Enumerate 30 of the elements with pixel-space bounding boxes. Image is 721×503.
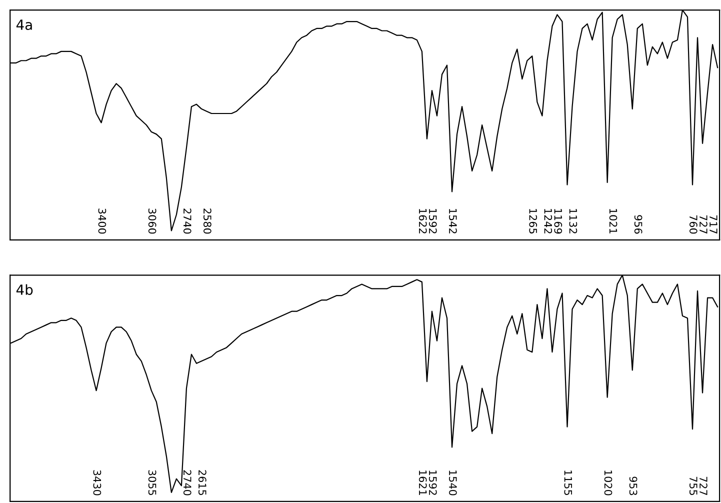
- x-tick-label: 2580: [203, 208, 212, 234]
- x-tick-label: 1592: [428, 209, 437, 234]
- x-tick-label: 1169: [554, 209, 562, 234]
- text: 4a: [16, 20, 32, 30]
- x-tick-label: 760: [689, 215, 698, 234]
- x-tick-label: 2740: [183, 208, 192, 234]
- x-tick-label: 717: [710, 215, 718, 234]
- x-tick-label: 1622: [418, 209, 427, 234]
- x-tick-label: 1155: [564, 470, 572, 496]
- x-tick-label: 953: [629, 476, 638, 496]
- x-tick-label: 727: [700, 215, 708, 234]
- x-tick-label: 1265: [529, 209, 538, 234]
- x-tick-label: 3430: [93, 470, 102, 496]
- x-tick-label: 755: [689, 476, 698, 496]
- x-tick-label: 1542: [448, 209, 457, 234]
- x-tick-label: 1592: [428, 470, 437, 495]
- x-tick-label: 1242: [544, 209, 552, 234]
- x-tick-label: 1540: [448, 470, 457, 496]
- x-tick-label: 3060: [148, 208, 156, 234]
- x-tick-label: 1020: [604, 470, 612, 496]
- x-tick-label: 2740: [183, 470, 192, 496]
- x-tick-label: 1021: [609, 209, 618, 234]
- x-tick-label: 3055: [148, 470, 156, 496]
- text: 4b: [16, 284, 33, 295]
- x-tick-label: 727: [700, 476, 708, 496]
- x-tick-label: 3400: [98, 208, 106, 234]
- x-tick-label: 1132: [569, 209, 578, 234]
- x-tick-label: 956: [634, 215, 642, 234]
- x-tick-label: 2615: [198, 470, 206, 496]
- x-tick-label: 1621: [418, 470, 427, 495]
